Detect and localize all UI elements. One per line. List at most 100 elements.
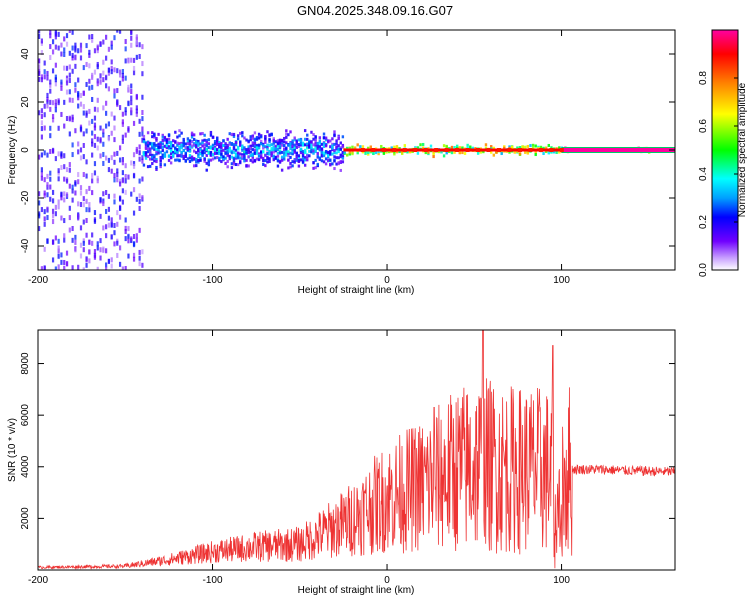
heatmap-cell bbox=[201, 150, 204, 154]
heatmap-cell bbox=[138, 227, 141, 233]
y-tick-label: 0 bbox=[20, 147, 31, 153]
heatmap-cell bbox=[54, 99, 57, 105]
heatmap-cell bbox=[124, 228, 127, 234]
heatmap-cell bbox=[105, 155, 108, 161]
heatmap-cell bbox=[57, 100, 60, 106]
heatmap-cell bbox=[331, 146, 334, 150]
heatmap-cell bbox=[138, 150, 141, 156]
heatmap-cell bbox=[314, 135, 317, 139]
heatmap-cell bbox=[159, 141, 162, 145]
heatmap-cell bbox=[71, 68, 74, 74]
heatmap-cell bbox=[132, 242, 136, 248]
heatmap-cell bbox=[276, 154, 280, 158]
heatmap-cell bbox=[40, 207, 43, 213]
heatmap-cell bbox=[107, 206, 111, 212]
heatmap-cell bbox=[316, 152, 319, 156]
heatmap-cell bbox=[43, 216, 46, 222]
heatmap-cell bbox=[116, 210, 119, 216]
heatmap-cell bbox=[295, 156, 298, 160]
heatmap-cell bbox=[251, 160, 255, 164]
heatmap-cell bbox=[74, 45, 77, 51]
heatmap-cell bbox=[266, 130, 269, 134]
heatmap-cell bbox=[251, 148, 255, 152]
heatmap-cell bbox=[197, 139, 200, 143]
heatmap-cell bbox=[306, 146, 309, 150]
heatmap-cell bbox=[178, 129, 181, 133]
heatmap-cell bbox=[79, 126, 83, 132]
heatmap-cell bbox=[295, 151, 298, 155]
heatmap-cell bbox=[174, 146, 177, 150]
heatmap-cell bbox=[88, 34, 91, 40]
heatmap-cell bbox=[124, 39, 127, 45]
heatmap-cell bbox=[333, 142, 336, 146]
heatmap-cell bbox=[190, 131, 194, 135]
heatmap-cell bbox=[224, 161, 227, 165]
heatmap-cell bbox=[142, 163, 146, 167]
heatmap-cell bbox=[245, 151, 248, 155]
heatmap-cell bbox=[274, 155, 278, 159]
heatmap-cell bbox=[297, 154, 301, 158]
heatmap-cell bbox=[93, 161, 97, 167]
heatmap-cell bbox=[141, 71, 144, 77]
heatmap-cell bbox=[287, 158, 290, 162]
heatmap-tail-band bbox=[561, 148, 675, 152]
heatmap-cell bbox=[222, 148, 225, 152]
heatmap-cell bbox=[205, 148, 208, 152]
heatmap-cell bbox=[318, 141, 322, 145]
heatmap-cell bbox=[144, 143, 148, 147]
heatmap-cell bbox=[151, 142, 154, 146]
heatmap-cell bbox=[440, 150, 443, 154]
heatmap-cell bbox=[40, 152, 43, 158]
heatmap-cell bbox=[102, 70, 105, 76]
heatmap-cell bbox=[180, 146, 183, 150]
x-tick-label: 0 bbox=[384, 275, 390, 286]
heatmap-cell bbox=[241, 144, 244, 148]
heatmap-cell bbox=[203, 159, 206, 163]
heatmap-cell bbox=[91, 172, 94, 178]
heatmap-cell bbox=[38, 110, 41, 116]
heatmap-cell bbox=[245, 138, 248, 142]
heatmap-cell bbox=[255, 148, 259, 152]
heatmap-cell bbox=[419, 143, 422, 147]
heatmap-cell bbox=[216, 156, 219, 160]
heatmap-cell bbox=[110, 40, 113, 46]
heatmap-cell bbox=[40, 171, 43, 177]
heatmap-cell bbox=[455, 148, 460, 152]
heatmap-cell bbox=[289, 130, 292, 134]
heatmap-cell bbox=[153, 142, 156, 146]
heatmap-cell bbox=[38, 200, 41, 206]
heatmap-cell bbox=[484, 146, 488, 150]
heatmap-cell bbox=[270, 154, 273, 158]
heatmap-cell bbox=[205, 168, 208, 172]
heatmap-cell bbox=[118, 105, 122, 111]
heatmap-cell bbox=[348, 150, 352, 154]
heatmap-cell bbox=[531, 146, 535, 150]
heatmap-cell bbox=[301, 143, 305, 147]
heatmap-cell bbox=[57, 176, 60, 182]
heatmap-cell bbox=[232, 134, 236, 138]
heatmap-cell bbox=[116, 88, 119, 94]
heatmap-cell bbox=[289, 165, 292, 169]
heatmap-cell bbox=[213, 151, 217, 155]
heatmap-cell bbox=[142, 153, 146, 157]
heatmap-cell bbox=[91, 34, 94, 40]
heatmap-cell bbox=[287, 154, 290, 158]
heatmap-cell bbox=[74, 181, 77, 187]
heatmap-cell bbox=[161, 145, 164, 149]
heatmap-cell bbox=[337, 156, 340, 160]
heatmap-cell bbox=[63, 265, 66, 270]
heatmap-cell bbox=[107, 193, 111, 199]
heatmap-cell bbox=[96, 245, 99, 251]
heatmap-cell bbox=[127, 238, 130, 244]
heatmap-cell bbox=[167, 158, 171, 162]
heatmap-cell bbox=[124, 110, 127, 116]
heatmap-cell bbox=[63, 218, 66, 224]
heatmap-cell bbox=[534, 144, 537, 148]
heatmap-cell bbox=[239, 161, 242, 165]
heatmap-cell bbox=[234, 143, 238, 147]
x-tick-label: 100 bbox=[553, 575, 570, 586]
heatmap-cell bbox=[270, 151, 273, 155]
heatmap-cell bbox=[51, 189, 55, 195]
heatmap-cell bbox=[469, 145, 472, 149]
heatmap-cell bbox=[43, 193, 46, 199]
